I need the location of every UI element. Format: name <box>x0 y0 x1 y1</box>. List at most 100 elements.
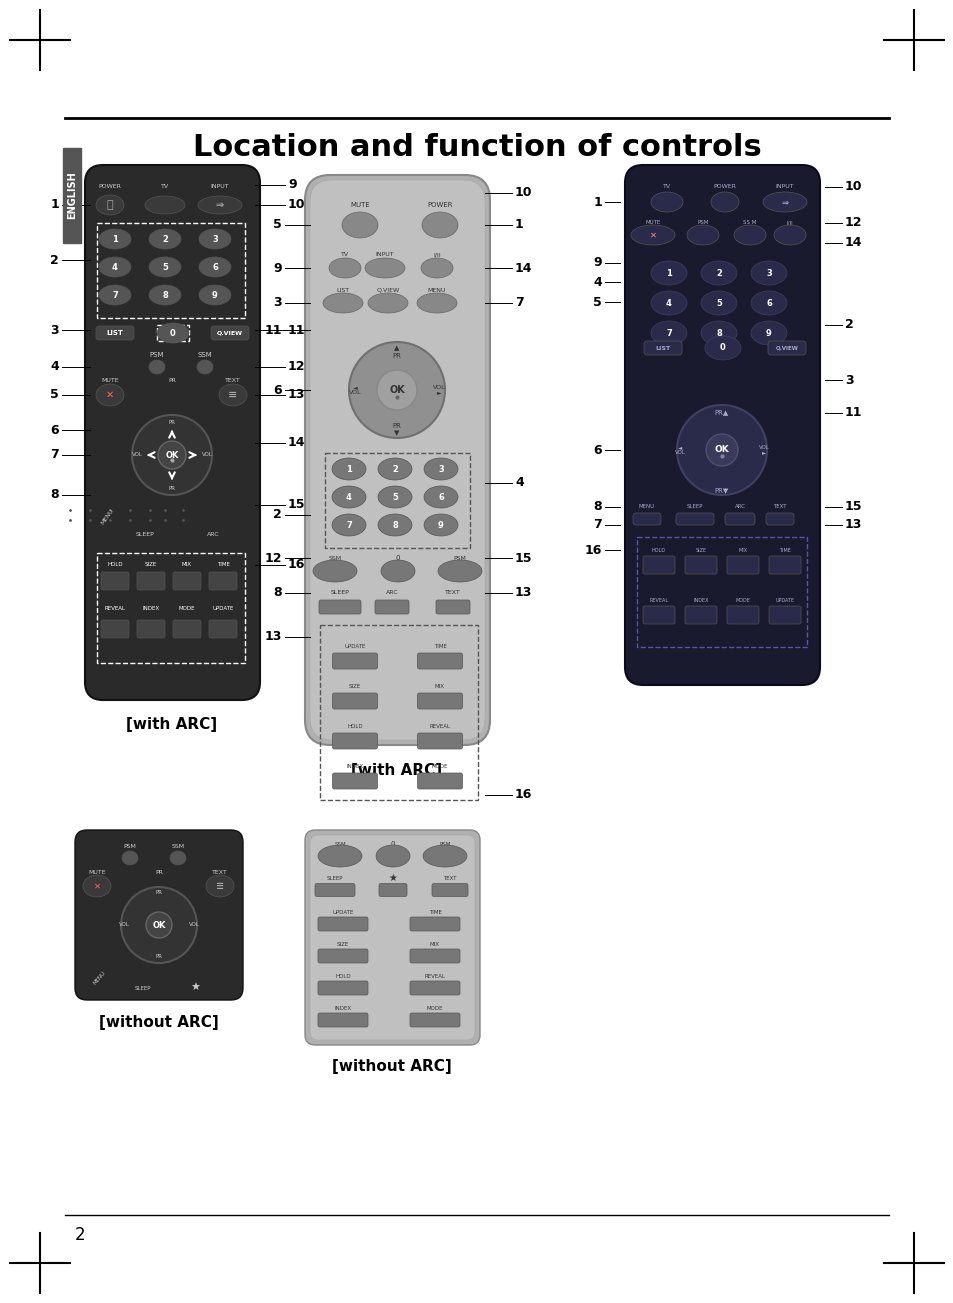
Text: 5: 5 <box>51 388 59 401</box>
Ellipse shape <box>157 323 189 343</box>
Text: 15: 15 <box>515 551 532 564</box>
Text: VOL: VOL <box>132 452 142 457</box>
Text: TV: TV <box>161 185 169 189</box>
Text: TIME: TIME <box>779 549 790 554</box>
Ellipse shape <box>99 229 131 249</box>
Text: 13: 13 <box>844 519 862 532</box>
Text: REVEAL: REVEAL <box>105 606 126 611</box>
Text: 2: 2 <box>392 464 397 473</box>
Ellipse shape <box>704 336 740 360</box>
Text: [without ARC]: [without ARC] <box>332 1059 452 1075</box>
Text: HOLD: HOLD <box>347 724 362 730</box>
Text: ARC: ARC <box>734 504 744 509</box>
Text: Q.VIEW: Q.VIEW <box>376 288 399 292</box>
Ellipse shape <box>416 293 456 313</box>
Text: MODE: MODE <box>432 765 448 770</box>
Text: ≡: ≡ <box>215 881 224 891</box>
Text: TEXT: TEXT <box>212 869 228 874</box>
FancyBboxPatch shape <box>209 620 236 638</box>
FancyBboxPatch shape <box>624 165 820 685</box>
Text: PR: PR <box>155 955 162 959</box>
Text: INPUT: INPUT <box>211 185 229 189</box>
Text: INDEX: INDEX <box>335 1006 352 1011</box>
Text: 2: 2 <box>51 254 59 267</box>
Text: 3: 3 <box>274 297 282 310</box>
Text: MENU: MENU <box>639 504 655 509</box>
Text: 3: 3 <box>844 374 853 387</box>
FancyBboxPatch shape <box>317 981 368 995</box>
Ellipse shape <box>83 876 111 896</box>
FancyBboxPatch shape <box>642 606 675 624</box>
Text: 6: 6 <box>274 383 282 396</box>
Text: 7: 7 <box>51 448 59 461</box>
Text: HOLD: HOLD <box>651 549 665 554</box>
Text: POWER: POWER <box>98 185 121 189</box>
Text: OK: OK <box>165 451 178 460</box>
Circle shape <box>158 440 186 469</box>
Text: INPUT: INPUT <box>775 185 794 189</box>
Text: 1: 1 <box>593 195 601 208</box>
Text: VOL
►: VOL ► <box>433 384 445 395</box>
Text: MUTE: MUTE <box>644 220 659 225</box>
Text: INDEX: INDEX <box>693 598 708 603</box>
FancyBboxPatch shape <box>317 1012 368 1027</box>
Text: LIST: LIST <box>655 345 670 351</box>
Text: SLEEP: SLEEP <box>686 504 702 509</box>
Text: 13: 13 <box>288 388 305 401</box>
FancyBboxPatch shape <box>137 620 165 638</box>
Text: 14: 14 <box>515 262 532 275</box>
Ellipse shape <box>365 258 405 278</box>
Ellipse shape <box>99 285 131 305</box>
Text: PR
▼: PR ▼ <box>392 423 401 437</box>
FancyBboxPatch shape <box>410 981 459 995</box>
Ellipse shape <box>149 285 181 305</box>
Text: 2: 2 <box>162 235 168 244</box>
Text: TIME: TIME <box>216 563 230 568</box>
Text: 13: 13 <box>264 631 282 644</box>
Text: 1: 1 <box>665 268 671 278</box>
Text: 4: 4 <box>665 298 671 308</box>
FancyBboxPatch shape <box>137 572 165 590</box>
FancyBboxPatch shape <box>96 326 133 340</box>
Text: ◄
VOL: ◄ VOL <box>674 444 684 456</box>
Ellipse shape <box>198 195 242 214</box>
Ellipse shape <box>341 212 377 238</box>
Text: 0: 0 <box>170 328 175 337</box>
Text: 3: 3 <box>51 323 59 336</box>
Ellipse shape <box>170 851 186 865</box>
Ellipse shape <box>380 560 415 582</box>
Ellipse shape <box>206 876 233 896</box>
Text: ⇒: ⇒ <box>781 198 788 206</box>
FancyBboxPatch shape <box>318 599 360 614</box>
Text: 15: 15 <box>288 499 305 512</box>
Text: VOL: VOL <box>189 923 199 928</box>
Text: PSM: PSM <box>453 555 466 560</box>
Text: ✕: ✕ <box>93 882 100 890</box>
Text: UPDATE: UPDATE <box>213 606 233 611</box>
FancyBboxPatch shape <box>375 599 409 614</box>
FancyBboxPatch shape <box>310 180 484 740</box>
Text: MUTE: MUTE <box>350 202 370 208</box>
FancyBboxPatch shape <box>317 917 368 932</box>
Text: 4: 4 <box>112 262 118 271</box>
Text: 12: 12 <box>264 551 282 564</box>
Text: 3: 3 <box>212 235 217 244</box>
Text: 9: 9 <box>765 328 771 337</box>
Text: TIME: TIME <box>428 909 441 915</box>
Ellipse shape <box>421 212 457 238</box>
FancyBboxPatch shape <box>209 572 236 590</box>
Text: PR▼: PR▼ <box>714 487 728 493</box>
Text: 1: 1 <box>515 219 523 232</box>
Text: 9: 9 <box>274 262 282 275</box>
Circle shape <box>349 341 444 438</box>
Text: TEXT: TEXT <box>443 876 456 881</box>
Text: 4: 4 <box>51 361 59 374</box>
Bar <box>97 223 245 318</box>
Text: REVEAL: REVEAL <box>429 724 450 730</box>
Ellipse shape <box>145 195 185 214</box>
Text: 3: 3 <box>437 464 443 473</box>
Text: MUTE: MUTE <box>101 378 119 383</box>
Ellipse shape <box>332 513 366 536</box>
Text: SLEEP: SLEEP <box>327 876 343 881</box>
Ellipse shape <box>329 258 360 278</box>
